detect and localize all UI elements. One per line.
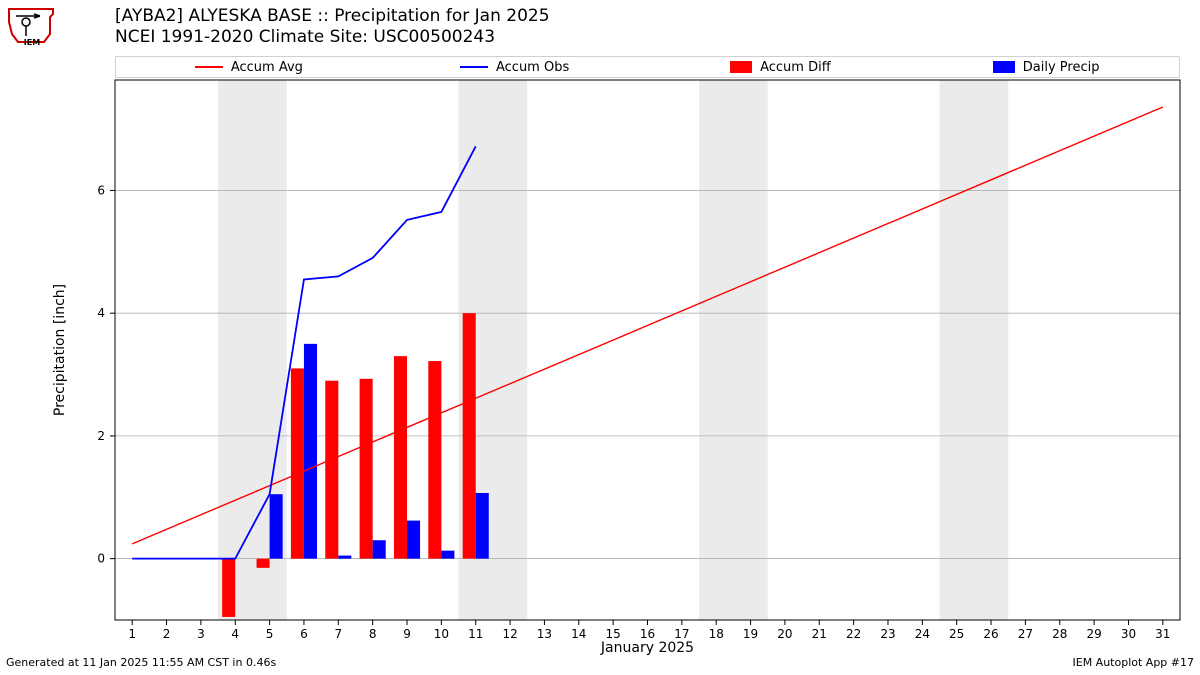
svg-text:6: 6 xyxy=(97,183,105,197)
svg-text:12: 12 xyxy=(502,627,517,641)
svg-text:21: 21 xyxy=(812,627,827,641)
svg-text:15: 15 xyxy=(606,627,621,641)
svg-text:9: 9 xyxy=(403,627,411,641)
svg-text:13: 13 xyxy=(537,627,552,641)
precipitation-chart: 1234567891011121314151617181920212223242… xyxy=(115,80,1180,620)
svg-text:27: 27 xyxy=(1018,627,1033,641)
svg-text:16: 16 xyxy=(640,627,655,641)
svg-text:17: 17 xyxy=(674,627,689,641)
svg-text:3: 3 xyxy=(197,627,205,641)
x-axis-label: January 2025 xyxy=(115,640,1180,656)
svg-text:20: 20 xyxy=(777,627,792,641)
svg-text:4: 4 xyxy=(97,306,105,320)
svg-text:26: 26 xyxy=(983,627,998,641)
legend: Accum Avg Accum Obs Accum Diff Daily Pre… xyxy=(115,56,1180,78)
svg-text:28: 28 xyxy=(1052,627,1067,641)
legend-label: Accum Diff xyxy=(760,60,831,75)
legend-daily-precip: Daily Precip xyxy=(913,60,1179,75)
svg-text:19: 19 xyxy=(743,627,758,641)
svg-text:10: 10 xyxy=(434,627,449,641)
legend-box-icon xyxy=(993,61,1015,73)
legend-label: Accum Obs xyxy=(496,60,569,75)
svg-text:5: 5 xyxy=(266,627,274,641)
svg-text:25: 25 xyxy=(949,627,964,641)
legend-box-icon xyxy=(730,61,752,73)
legend-accum-obs: Accum Obs xyxy=(382,60,648,75)
svg-text:6: 6 xyxy=(300,627,308,641)
iem-logo: IEM xyxy=(6,4,58,48)
title-line-1: [AYBA2] ALYESKA BASE :: Precipitation fo… xyxy=(115,6,550,27)
legend-label: Accum Avg xyxy=(231,60,303,75)
svg-text:4: 4 xyxy=(231,627,239,641)
svg-text:1: 1 xyxy=(128,627,136,641)
footer-app: IEM Autoplot App #17 xyxy=(1073,656,1195,669)
svg-text:24: 24 xyxy=(915,627,930,641)
footer-generated: Generated at 11 Jan 2025 11:55 AM CST in… xyxy=(6,656,276,669)
legend-accum-avg: Accum Avg xyxy=(116,60,382,75)
svg-text:18: 18 xyxy=(709,627,724,641)
svg-text:2: 2 xyxy=(97,429,105,443)
legend-accum-diff: Accum Diff xyxy=(648,60,914,75)
svg-text:14: 14 xyxy=(571,627,586,641)
chart-title: [AYBA2] ALYESKA BASE :: Precipitation fo… xyxy=(115,6,550,49)
title-line-2: NCEI 1991-2020 Climate Site: USC00500243 xyxy=(115,27,550,48)
svg-text:0: 0 xyxy=(97,552,105,566)
svg-text:7: 7 xyxy=(334,627,342,641)
legend-label: Daily Precip xyxy=(1023,60,1100,75)
svg-text:31: 31 xyxy=(1155,627,1170,641)
svg-text:30: 30 xyxy=(1121,627,1136,641)
svg-text:29: 29 xyxy=(1086,627,1101,641)
legend-line-icon xyxy=(195,66,223,68)
svg-text:IEM: IEM xyxy=(24,38,40,47)
legend-line-icon xyxy=(460,66,488,68)
svg-text:22: 22 xyxy=(846,627,861,641)
svg-text:2: 2 xyxy=(163,627,171,641)
svg-text:8: 8 xyxy=(369,627,377,641)
y-axis-label: Precipitation [inch] xyxy=(52,284,68,416)
svg-text:11: 11 xyxy=(468,627,483,641)
svg-text:23: 23 xyxy=(880,627,895,641)
